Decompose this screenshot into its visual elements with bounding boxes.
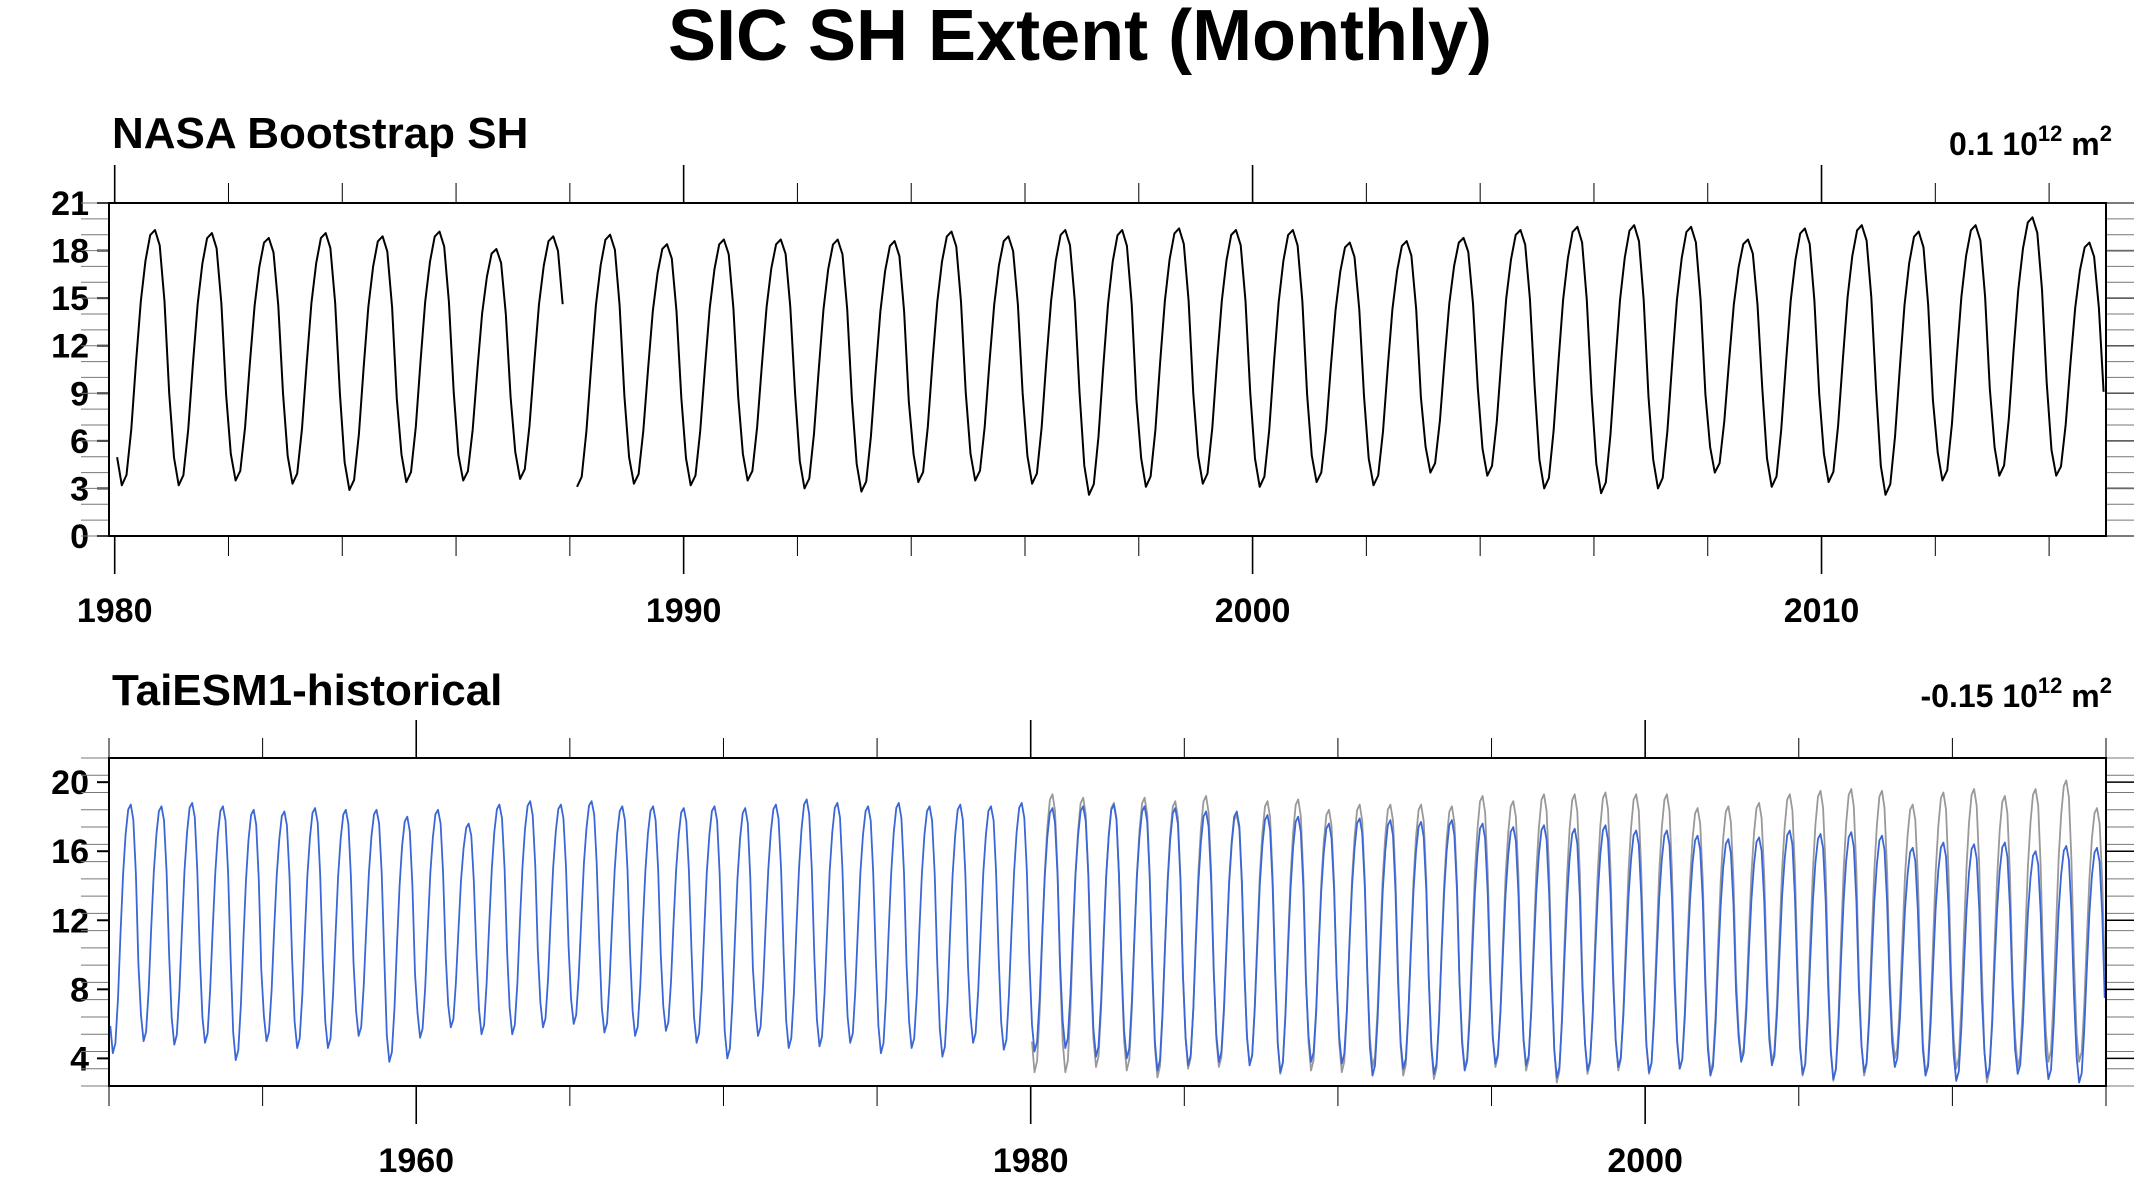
series-group [109,779,2106,1084]
x-tick-label: 2000 [1215,592,1291,630]
x-tick-label: 1980 [993,1142,1069,1180]
y-tick-label: 0 [70,518,89,556]
annotation-value: -0.15 [1921,678,1994,714]
x-tick-label: 1960 [378,1142,454,1180]
x-tick-label: 2010 [1784,592,1860,630]
y-tick-label: 15 [51,280,89,318]
y-tick-label: 3 [70,470,89,508]
series-line-obs [576,216,2105,496]
panel-title: TaiESM1-historical [112,666,502,715]
series-group [116,216,2105,496]
annotation-unit-m: m [2071,678,2099,714]
series-line-obs [116,229,564,491]
figure-title: SIC SH Extent (Monthly) [668,0,1492,76]
series-line-model [109,798,2106,1084]
annotation-unit-base: 10 [2002,678,2038,714]
axes: 4 8 12 16 20 1960 1980 2000 [51,720,2134,1180]
annotation-unit-m: m [2071,126,2099,162]
panel-taiesm1-historical: TaiESM1-historical -0.15 1012 m2 4812162… [51,666,2134,1180]
y-tick-label: 18 [51,233,89,271]
y-tick-label: 21 [51,185,89,223]
x-tick-label: 1980 [77,592,153,630]
panel-title: NASA Bootstrap SH [112,109,528,158]
panel-nasa-bootstrap: NASA Bootstrap SH 0.1 1012 m2 0369121518… [51,109,2134,630]
y-tick-label: 9 [70,375,89,413]
series-line-obs_overlay [1031,779,2106,1084]
units-annotation: -0.15 1012 m2 [1921,673,2113,714]
y-tick-label: 12 [51,328,89,366]
y-tick-label: 12 [51,902,89,940]
y-tick-label: 20 [51,764,89,802]
units-annotation: 0.1 1012 m2 [1949,121,2112,162]
x-tick-label: 1990 [646,592,722,630]
y-tick-label: 8 [70,971,89,1009]
y-tick-label: 6 [70,423,89,461]
plot-frame [108,202,2107,537]
annotation-unit-exp: 12 [2038,121,2062,146]
annotation-unit-exp: 12 [2038,673,2062,698]
annotation-unit-m-exp: 2 [2100,121,2112,146]
annotation-unit-base: 10 [2002,126,2038,162]
y-tick-label: 16 [51,833,89,871]
axes: 0 3 6 9 12 15 18 21 1980 1990 2000 2010 [51,165,2134,630]
plot-frame [108,757,2107,1087]
x-tick-label: 2000 [1607,1142,1683,1180]
annotation-unit-m-exp: 2 [2100,673,2112,698]
y-tick-label: 4 [70,1040,89,1078]
annotation-value: 0.1 [1949,126,1993,162]
